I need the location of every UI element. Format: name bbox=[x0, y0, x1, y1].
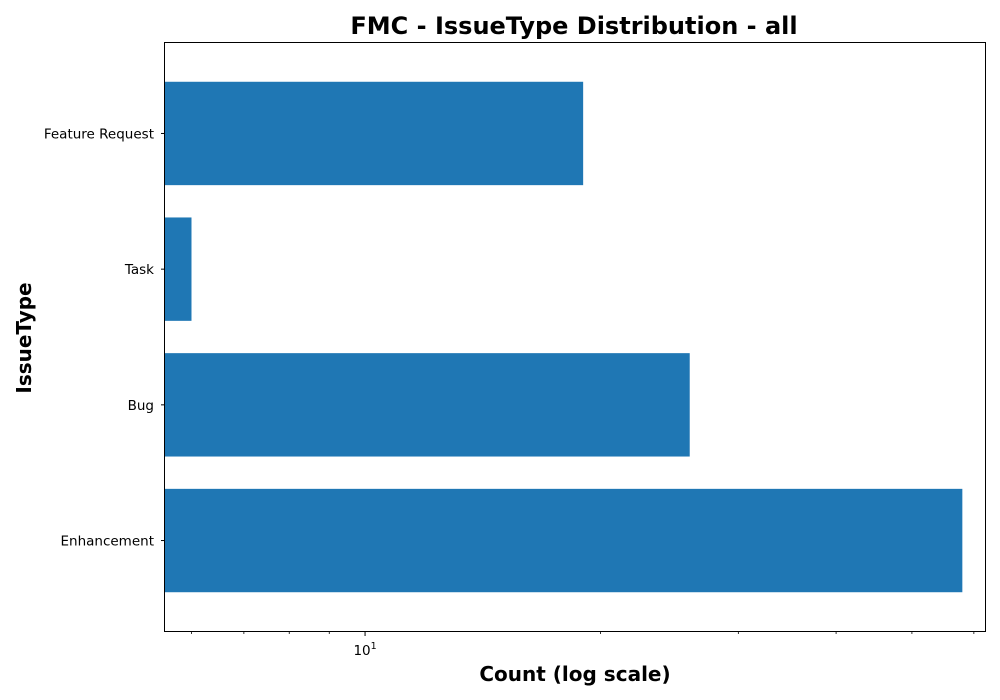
chart-title: FMC - IssueType Distribution - all bbox=[350, 12, 797, 40]
bars-layer bbox=[165, 81, 963, 593]
bar-enhancement bbox=[165, 488, 963, 593]
x-tick-label-exponent: 1 bbox=[371, 641, 377, 652]
bar-bug bbox=[165, 353, 690, 457]
y-tick-label: Bug bbox=[128, 398, 154, 414]
x-tick-label: 101 bbox=[353, 641, 376, 659]
y-axis-label: IssueType bbox=[12, 282, 36, 393]
bar-task bbox=[165, 217, 192, 321]
ticks-layer: Enhancement Bug Task Feature Request 101 bbox=[44, 126, 975, 659]
y-tick-label: Task bbox=[124, 262, 154, 278]
plot-frame bbox=[164, 42, 986, 632]
x-axis-label: Count (log scale) bbox=[479, 662, 670, 686]
x-tick-label-base: 10 bbox=[353, 643, 370, 659]
bar-feature-request bbox=[165, 81, 584, 186]
y-tick-label: Feature Request bbox=[44, 126, 154, 142]
y-tick-label: Enhancement bbox=[60, 534, 154, 550]
